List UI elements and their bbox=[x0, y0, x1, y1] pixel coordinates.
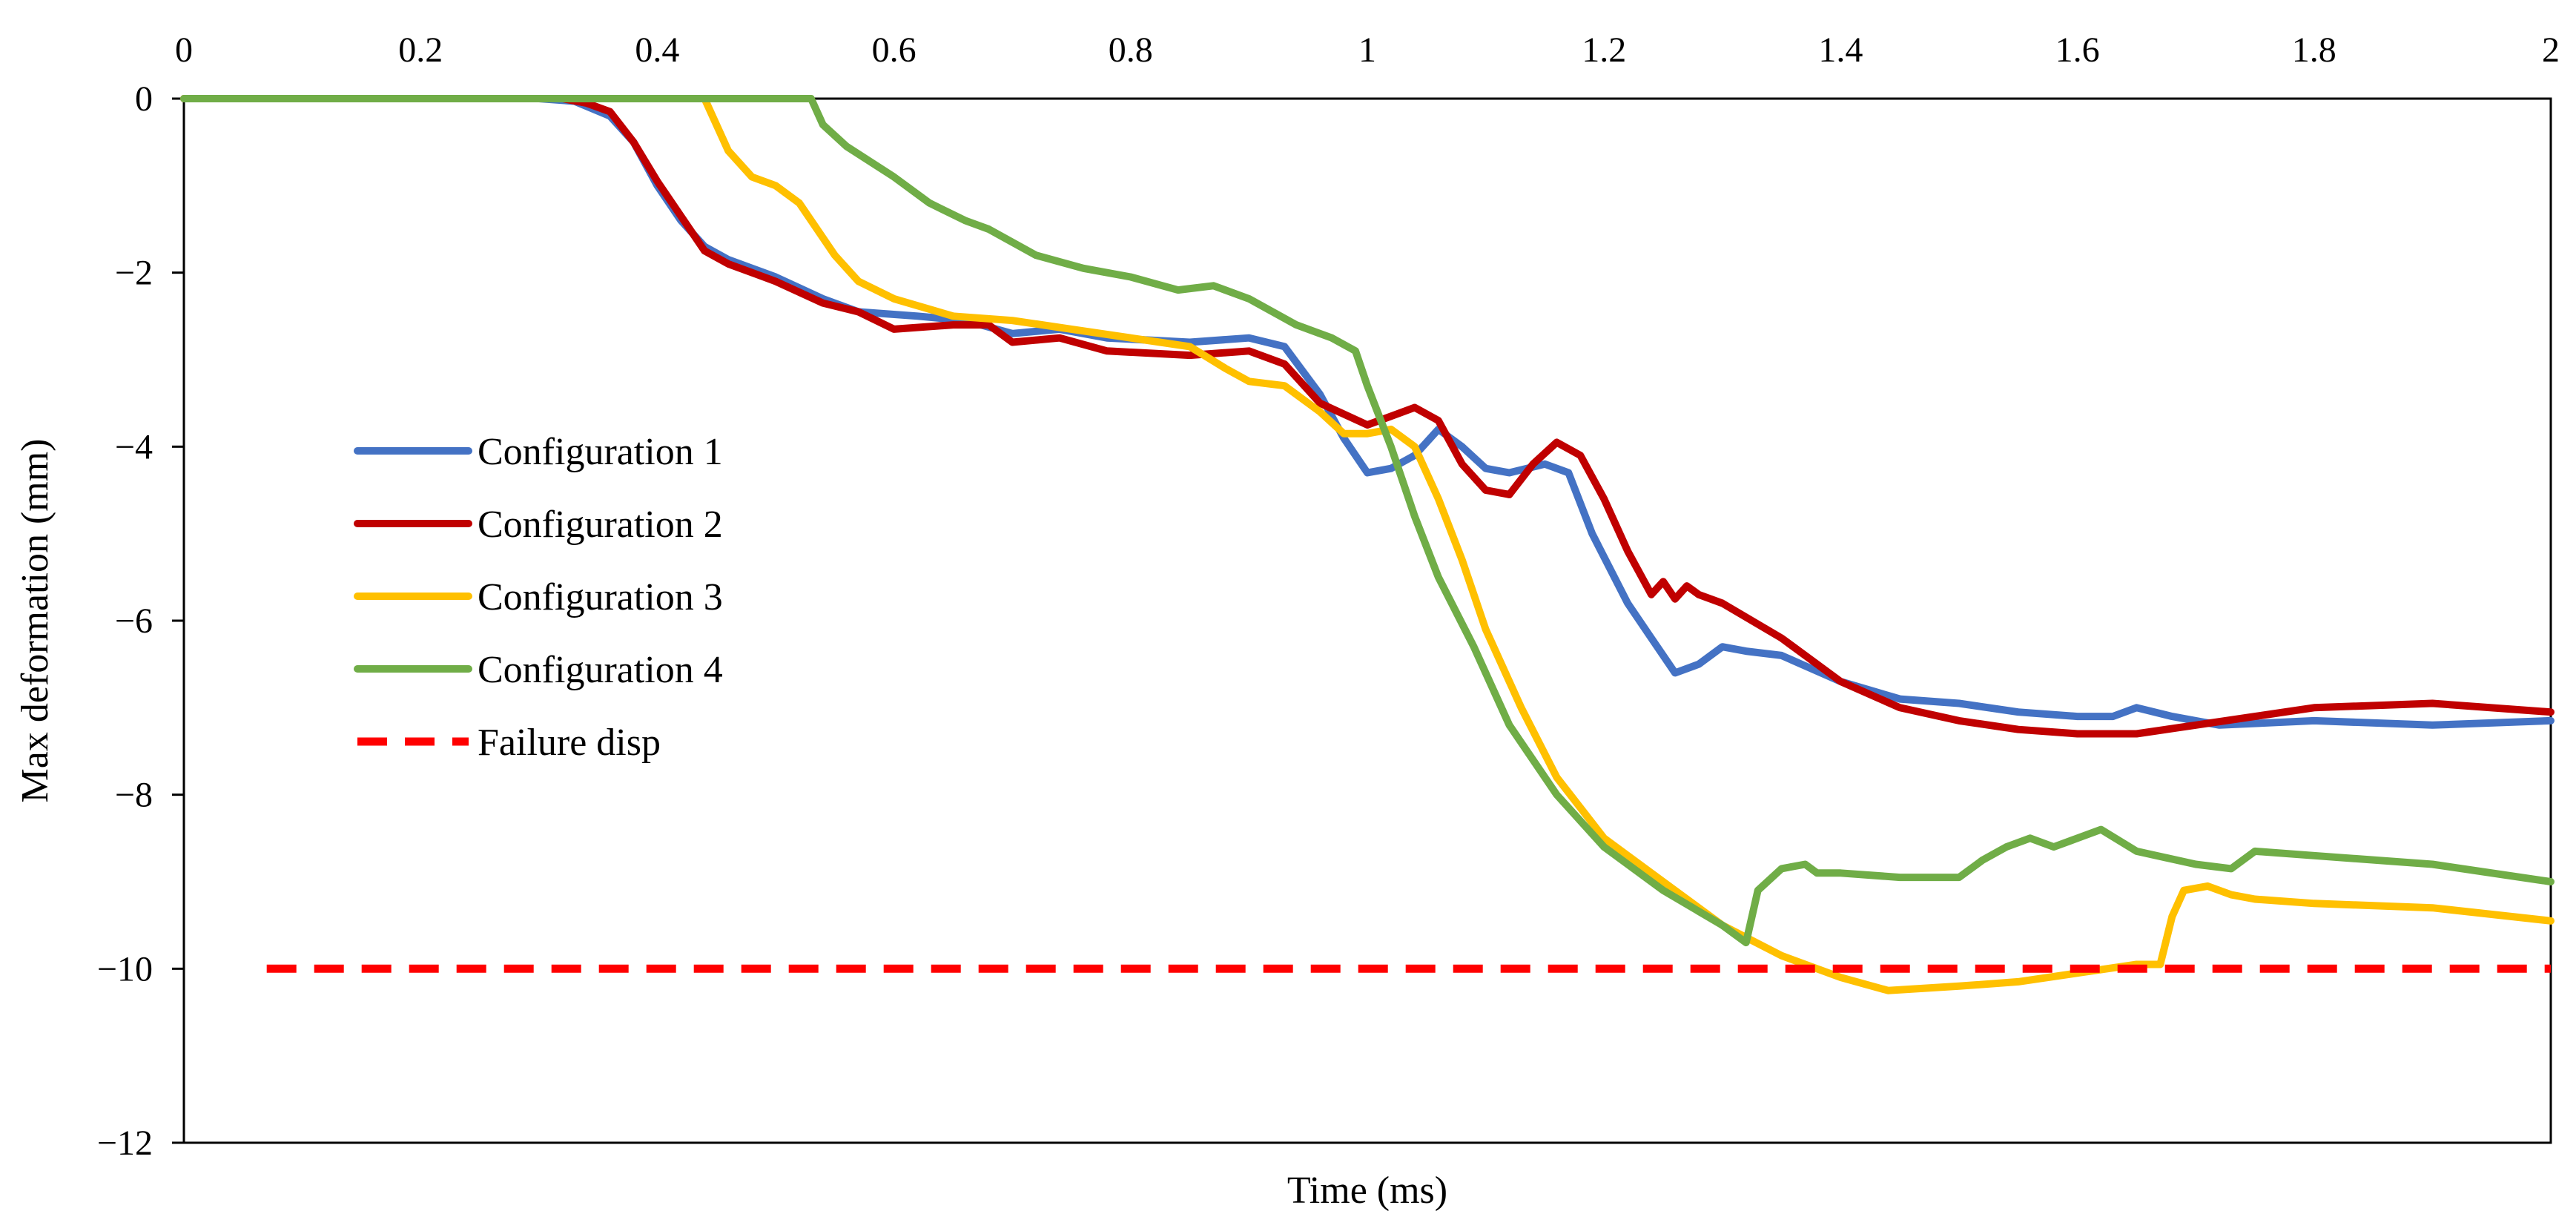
x-tick-label: 0 bbox=[175, 30, 193, 70]
y-tick-label: −10 bbox=[97, 949, 153, 989]
legend: Configuration 1 Configuration 2 Configurat… bbox=[354, 431, 723, 764]
series-line-configuration-2 bbox=[180, 95, 2554, 738]
x-tick-label: 1.6 bbox=[2055, 30, 2100, 70]
y-tick-label: −6 bbox=[115, 601, 153, 641]
x-tick-label: 2 bbox=[2542, 30, 2560, 70]
x-tick-label: 1.8 bbox=[2292, 30, 2336, 70]
y-axis-ticks: 0 −2 −4 −6 −8 −10 −12 bbox=[97, 79, 184, 1163]
legend-label: Configuration 2 bbox=[478, 504, 723, 546]
legend-label: Configuration 3 bbox=[478, 576, 723, 618]
y-axis-title: Max deformation (mm) bbox=[14, 439, 56, 803]
legend-label: Configuration 1 bbox=[478, 431, 723, 473]
series-line-configuration-3 bbox=[180, 95, 2554, 994]
x-tick-label: 0.8 bbox=[1109, 30, 1153, 70]
y-tick-label: −2 bbox=[115, 254, 153, 293]
y-tick-label: 0 bbox=[135, 79, 153, 119]
x-axis-ticks: 0 0.2 0.4 0.6 0.8 1 1.2 1.4 1.6 1.8 2 bbox=[175, 30, 2560, 70]
series-line-configuration-1 bbox=[180, 95, 2554, 729]
y-tick-label: −4 bbox=[115, 427, 153, 466]
x-tick-label: 1.4 bbox=[1818, 30, 1863, 70]
legend-label: Failure disp bbox=[478, 722, 661, 764]
x-tick-label: 0.6 bbox=[872, 30, 917, 70]
y-tick-label: −12 bbox=[97, 1123, 153, 1163]
legend-label: Configuration 4 bbox=[478, 649, 723, 691]
x-axis-title: Time (ms) bbox=[1287, 1169, 1447, 1212]
x-tick-label: 0.2 bbox=[398, 30, 443, 70]
x-tick-label: 1.2 bbox=[1582, 30, 1626, 70]
x-tick-label: 1 bbox=[1358, 30, 1376, 70]
y-tick-label: −8 bbox=[115, 776, 153, 815]
series-line-configuration-4 bbox=[180, 95, 2554, 947]
x-tick-label: 0.4 bbox=[635, 30, 679, 70]
series-lines bbox=[180, 95, 2554, 994]
